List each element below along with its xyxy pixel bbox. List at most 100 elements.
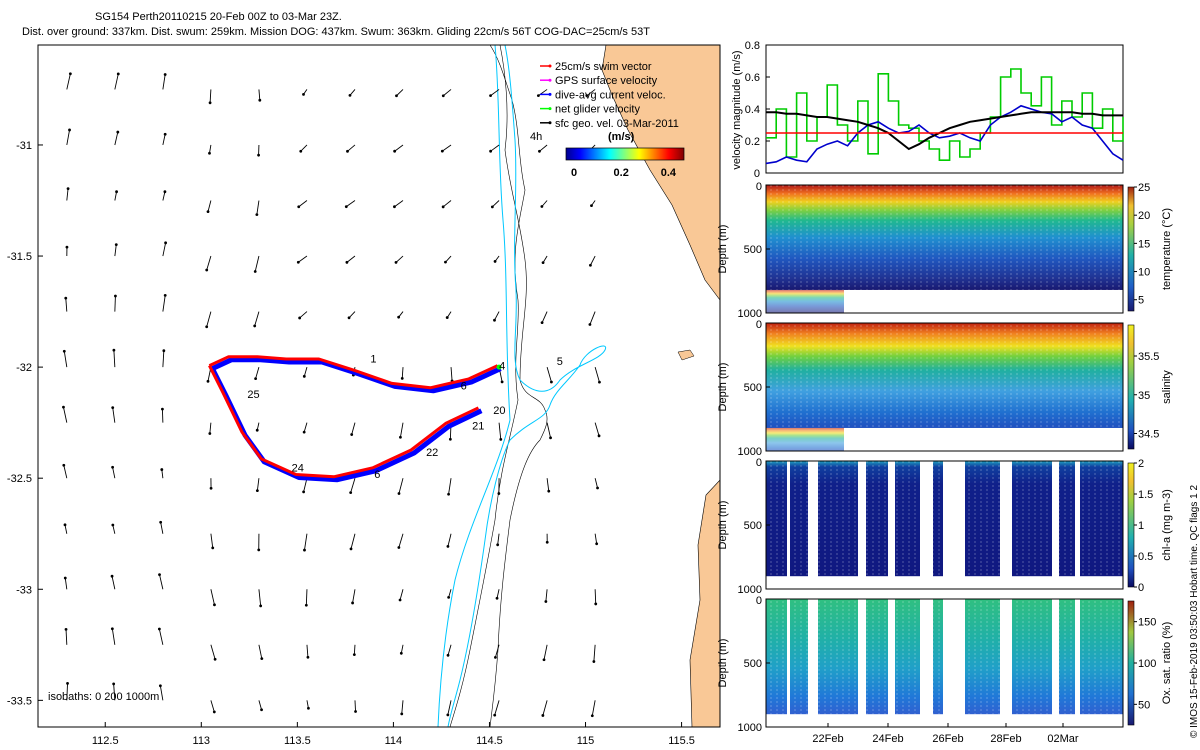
velocity-arrow bbox=[394, 144, 404, 152]
track-outbound-swim bbox=[208, 355, 499, 390]
section-dots bbox=[766, 323, 1123, 428]
velocity-arrow-head bbox=[163, 293, 167, 297]
velocity-arrow bbox=[66, 188, 69, 201]
colorbar-label: temperature (°C) bbox=[1161, 208, 1173, 290]
colorbar-title: (m/s) bbox=[608, 131, 635, 143]
velocity-arrow-head bbox=[163, 73, 167, 76]
colorbar-tick-label: 35 bbox=[1138, 390, 1150, 402]
glider-track bbox=[208, 355, 502, 483]
velocity-arrow-head bbox=[253, 324, 257, 328]
velocity-arrow-head bbox=[350, 433, 354, 436]
sfc-geo-velocity-field bbox=[62, 72, 601, 718]
map-y-tick-label: -32 bbox=[16, 362, 32, 374]
velocity-arrow-head bbox=[157, 627, 161, 631]
section-gap bbox=[858, 599, 866, 727]
velocity-arrow-head bbox=[354, 710, 357, 713]
colorbar-ticks: 0 0.2 0.4 bbox=[571, 167, 677, 179]
velocity-arrow-head bbox=[538, 149, 541, 153]
velocity-arrow-head bbox=[68, 128, 71, 132]
section-gap bbox=[1052, 461, 1059, 589]
depth-label: Depth (m) bbox=[717, 639, 729, 688]
velocity-arrow-head bbox=[399, 651, 403, 655]
velocity-arrow-head bbox=[63, 576, 67, 580]
velocity-arrow-head bbox=[112, 348, 116, 352]
section-gap bbox=[943, 599, 965, 727]
velocity-arrow bbox=[350, 478, 356, 493]
velocity-arrow bbox=[159, 574, 164, 590]
map-y-tick-label: -32.5 bbox=[7, 473, 32, 485]
velocity-panel: 0 0.2 0.4 0.6 0.8 velocity magnitude (m/s) bbox=[731, 40, 1124, 180]
velocity-arrow bbox=[114, 244, 117, 257]
velocity-y-tick-label: 0.4 bbox=[745, 104, 760, 116]
colorbar bbox=[1127, 186, 1135, 312]
velocity-arrow bbox=[541, 311, 548, 323]
depth-label: Depth (m) bbox=[717, 225, 729, 274]
track-end-marker bbox=[496, 364, 502, 370]
velocity-arrow-head bbox=[257, 153, 260, 157]
velocity-arrow-head bbox=[540, 321, 544, 325]
velocity-arrow-head bbox=[550, 380, 553, 384]
map-x-tick-label: 113 bbox=[193, 735, 211, 747]
velocity-arrow-head bbox=[213, 603, 216, 607]
velocity-arrow-head bbox=[164, 241, 168, 245]
velocity-arrow bbox=[401, 367, 404, 379]
velocity-arrow bbox=[255, 366, 260, 379]
velocity-arrow bbox=[206, 311, 212, 327]
velocity-arrow-head bbox=[349, 491, 353, 495]
velocity-arrow bbox=[65, 629, 68, 645]
velocity-arrow-head bbox=[205, 325, 209, 329]
velocity-arrow-head bbox=[66, 187, 70, 190]
velocity-arrow-head bbox=[302, 374, 306, 378]
velocity-arrow-head bbox=[111, 465, 115, 469]
velocity-arrow-head bbox=[163, 132, 167, 136]
isobath-1000 bbox=[489, 44, 548, 728]
velocity-arrow-head bbox=[400, 376, 404, 380]
velocity-arrow-head bbox=[158, 573, 161, 577]
velocity-arrow-head bbox=[448, 437, 452, 441]
velocity-arrow bbox=[206, 255, 212, 271]
velocity-arrow bbox=[111, 576, 116, 590]
velocity-arrow bbox=[113, 350, 116, 368]
velocity-arrow bbox=[546, 366, 552, 383]
velocity-arrow bbox=[256, 478, 260, 491]
velocity-arrow-head bbox=[588, 323, 592, 326]
velocity-arrow bbox=[353, 644, 356, 655]
velocity-arrow-head bbox=[544, 600, 548, 603]
velocity-arrow-head bbox=[302, 93, 305, 96]
velocity-arrow-head bbox=[545, 540, 549, 544]
velocity-arrow bbox=[496, 589, 500, 599]
velocity-arrow bbox=[586, 89, 596, 97]
velocity-arrow bbox=[442, 144, 452, 152]
velocity-arrow bbox=[400, 644, 404, 654]
velocity-arrow bbox=[256, 200, 260, 215]
velocity-arrow-head bbox=[206, 210, 210, 214]
velocity-arrow-head bbox=[540, 205, 544, 208]
depth-tick-label: 500 bbox=[744, 658, 762, 670]
velocity-arrow bbox=[447, 644, 452, 656]
colorbar-tick-label: 0.2 bbox=[614, 167, 629, 179]
colorbar bbox=[565, 147, 685, 161]
velocity-arrow-head bbox=[255, 489, 259, 493]
colorbar-tick-label: 0.5 bbox=[1138, 551, 1153, 563]
section-gap bbox=[920, 461, 933, 589]
depth-tick-label: 0 bbox=[756, 319, 762, 331]
legend-item-label: GPS surface velocity bbox=[555, 75, 658, 87]
velocity-arrow bbox=[162, 295, 166, 312]
velocity-arrow-head bbox=[63, 523, 67, 527]
velocity-arrow bbox=[158, 628, 164, 645]
velocity-arrow-head bbox=[303, 548, 306, 552]
velocity-arrow-head bbox=[297, 205, 301, 209]
velocity-arrow bbox=[114, 73, 119, 90]
section-gap bbox=[1052, 599, 1059, 727]
depth-tick-label: 1000 bbox=[738, 308, 762, 320]
velocity-arrow bbox=[594, 533, 598, 544]
velocity-arrow-head bbox=[592, 660, 596, 663]
section-panel: 0 500 1000 Depth (m) 150 100 50 Ox. sat. ratio … bbox=[717, 595, 1173, 745]
velocity-arrow bbox=[254, 311, 260, 327]
velocity-arrow-head bbox=[447, 595, 451, 599]
depth-label: Depth (m) bbox=[717, 363, 729, 412]
velocity-arrow bbox=[394, 200, 404, 208]
colorbar-tick-label: 0.4 bbox=[661, 167, 677, 179]
velocity-arrow-head bbox=[307, 706, 310, 710]
